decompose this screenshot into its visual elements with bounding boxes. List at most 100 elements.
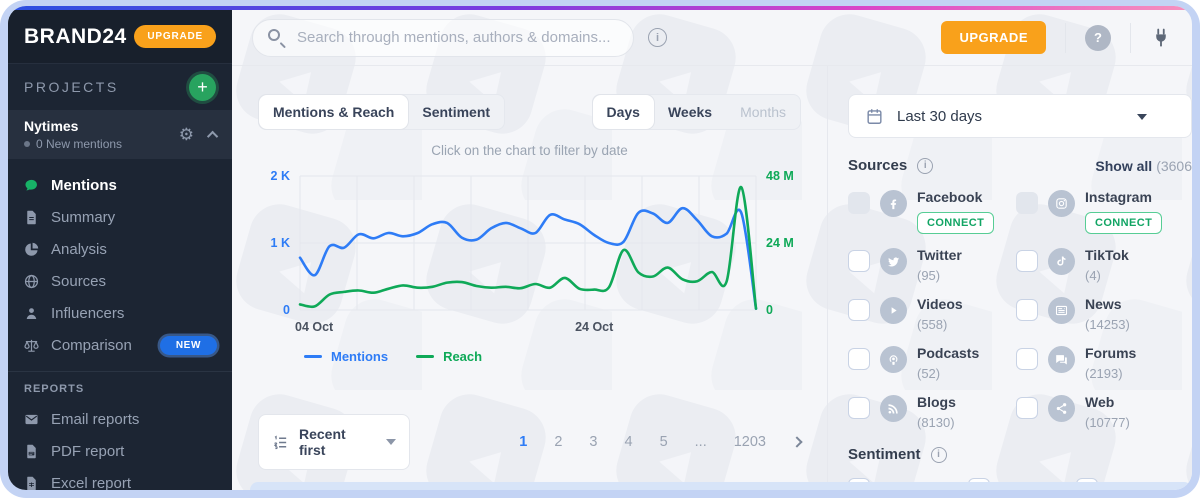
add-project-button[interactable]: + xyxy=(189,73,216,101)
svg-text:24 Oct: 24 Oct xyxy=(575,320,614,334)
new-badge: NEW xyxy=(159,335,217,355)
show-all-count: (3606 xyxy=(1156,157,1192,174)
svg-text:0: 0 xyxy=(283,303,290,317)
range-tab-days[interactable]: Days xyxy=(592,95,654,129)
source-videos: Videos (558) xyxy=(848,296,1016,332)
caret-down-icon xyxy=(386,439,396,445)
news-checkbox[interactable] xyxy=(1016,299,1038,321)
next-card-peek xyxy=(250,482,1192,490)
topbar: i UPGRADE ? xyxy=(232,10,1192,66)
facebook-checkbox[interactable] xyxy=(848,192,870,214)
newspaper-icon xyxy=(1048,297,1075,324)
range-tab-weeks[interactable]: Weeks xyxy=(667,104,713,120)
sidebar-item-pdf-report[interactable]: PDF report xyxy=(8,435,232,467)
pagination: 1 2 3 4 5 ... 1203 xyxy=(519,434,803,450)
page-2[interactable]: 2 xyxy=(554,434,563,450)
chart-legend: Mentions Reach xyxy=(304,349,801,364)
sources-info-icon[interactable]: i xyxy=(917,157,934,174)
status-dot-icon xyxy=(24,141,30,147)
mentions-line-swatch xyxy=(304,355,322,358)
videos-checkbox[interactable] xyxy=(848,299,870,321)
sidebar-item-summary[interactable]: Summary xyxy=(8,201,232,233)
page-3[interactable]: 3 xyxy=(589,434,598,450)
page-1[interactable]: 1 xyxy=(519,434,528,450)
search-info-icon[interactable]: i xyxy=(648,28,667,47)
source-tiktok: TikTok (4) xyxy=(1016,247,1184,283)
podcasts-checkbox[interactable] xyxy=(848,348,870,370)
facebook-connect-button[interactable]: CONNECT xyxy=(917,212,995,234)
top-gradient-bar xyxy=(8,6,1192,10)
numbered-list-icon xyxy=(272,434,289,451)
blogs-checkbox[interactable] xyxy=(848,397,870,419)
sidebar-item-sources[interactable]: Sources xyxy=(8,265,232,297)
page-4[interactable]: 4 xyxy=(624,434,633,450)
sidebar-item-comparison[interactable]: Comparison NEW xyxy=(8,329,232,361)
svg-text:0: 0 xyxy=(766,303,773,317)
document-icon xyxy=(23,209,40,226)
reach-line-swatch xyxy=(416,355,435,358)
source-twitter: Twitter (95) xyxy=(848,247,1016,283)
legend-item-mentions: Mentions xyxy=(304,349,388,364)
chart-hint: Click on the chart to filter by date xyxy=(431,143,628,158)
forums-checkbox[interactable] xyxy=(1016,348,1038,370)
range-tab-months[interactable]: Months xyxy=(740,104,786,120)
caret-down-icon xyxy=(1137,114,1147,120)
tiktok-icon xyxy=(1048,248,1075,275)
web-count: (10777) xyxy=(1085,415,1130,430)
tiktok-count: (4) xyxy=(1085,268,1101,283)
tab-sentiment[interactable]: Sentiment xyxy=(422,104,491,120)
instagram-connect-button[interactable]: CONNECT xyxy=(1085,212,1163,234)
sidebar-item-excel-report[interactable]: Excel report xyxy=(8,467,232,490)
envelope-icon xyxy=(23,411,40,428)
share-icon xyxy=(1048,395,1075,422)
sidebar: BRAND24 UPGRADE PROJECTS + Nytimes 0 New… xyxy=(8,10,232,490)
sort-order-select[interactable]: Recent first xyxy=(258,414,410,470)
chart-column: Mentions & Reach Sentiment Days Weeks Mo… xyxy=(232,66,828,490)
date-range-select[interactable]: Last 30 days xyxy=(848,94,1192,138)
show-all-link[interactable]: Show all xyxy=(1095,157,1153,174)
web-checkbox[interactable] xyxy=(1016,397,1038,419)
svg-text:1 K: 1 K xyxy=(271,236,290,250)
collapse-chevron-up-icon[interactable] xyxy=(206,130,219,142)
brand-logo: BRAND24 xyxy=(24,24,127,48)
project-row-nytimes[interactable]: Nytimes 0 New mentions ⚙ xyxy=(8,110,232,159)
tiktok-checkbox[interactable] xyxy=(1016,250,1038,272)
sidebar-item-influencers[interactable]: Influencers xyxy=(8,297,232,329)
sources-title: Sources xyxy=(848,157,908,174)
podcasts-count: (52) xyxy=(917,366,941,381)
sidebar-item-email-reports[interactable]: Email reports xyxy=(8,403,232,435)
topbar-divider xyxy=(1065,22,1066,53)
app-window: BRAND24 UPGRADE PROJECTS + Nytimes 0 New… xyxy=(8,6,1192,490)
page-1203[interactable]: 1203 xyxy=(733,434,766,450)
instagram-icon xyxy=(1048,190,1075,217)
sentiment-info-icon[interactable]: i xyxy=(930,446,947,463)
chart-tab-group: Mentions & Reach Sentiment xyxy=(258,94,506,130)
topbar-divider xyxy=(1130,22,1131,53)
videos-count: (558) xyxy=(917,317,948,332)
sidebar-menu: Mentions Summary Analysis Sources xyxy=(8,159,232,490)
twitter-checkbox[interactable] xyxy=(848,250,870,272)
project-name: Nytimes xyxy=(24,118,79,134)
svg-text:04 Oct: 04 Oct xyxy=(295,320,334,334)
source-facebook: Facebook CONNECT xyxy=(848,189,1016,234)
projects-header: PROJECTS xyxy=(24,79,119,95)
project-settings-gear-icon[interactable]: ⚙ xyxy=(178,124,194,144)
topbar-upgrade-button[interactable]: UPGRADE xyxy=(941,21,1046,54)
sidebar-upgrade-button[interactable]: UPGRADE xyxy=(134,25,216,48)
svg-text:24 M: 24 M xyxy=(766,236,794,250)
sidebar-item-analysis[interactable]: Analysis xyxy=(8,233,232,265)
sources-grid: Facebook CONNECT Instagram CONNECT xyxy=(848,189,1192,430)
tab-mentions-reach[interactable]: Mentions & Reach xyxy=(259,95,409,129)
instagram-checkbox[interactable] xyxy=(1016,192,1038,214)
source-blogs: Blogs (8130) xyxy=(848,394,1016,430)
svg-text:2 K: 2 K xyxy=(271,169,290,183)
integrations-plug-icon[interactable] xyxy=(1150,27,1172,49)
page-5[interactable]: 5 xyxy=(659,434,668,450)
source-web: Web (10777) xyxy=(1016,394,1184,430)
help-button[interactable]: ? xyxy=(1085,24,1111,51)
mentions-reach-chart[interactable]: 0 1 K 2 K 0 24 M 48 M 04 Oct 24 Oct xyxy=(258,164,802,336)
next-page-chevron-icon[interactable] xyxy=(791,436,803,448)
sidebar-item-mentions[interactable]: Mentions xyxy=(8,169,232,201)
search-input[interactable] xyxy=(252,18,634,57)
twitter-count: (95) xyxy=(917,268,941,283)
